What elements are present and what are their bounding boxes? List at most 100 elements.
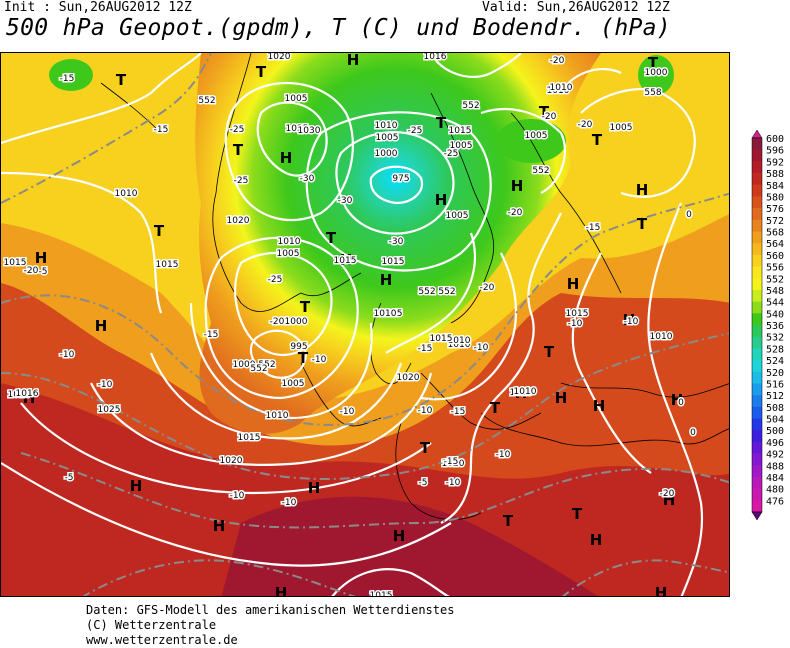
high-pressure-marker: H (23, 389, 36, 407)
legend-swatch (752, 219, 762, 232)
temperature-label: -25 (230, 125, 245, 135)
high-pressure-marker: H (347, 53, 360, 69)
isobar-label: 1010 (374, 309, 397, 319)
warm-region (1, 383, 729, 596)
high-pressure-marker: H (555, 389, 568, 407)
legend-label: 516 (766, 379, 784, 390)
isobar-label: 1010 (550, 83, 573, 93)
low-pressure-marker: T (233, 141, 244, 159)
isobar-label: 995 (290, 342, 307, 352)
legend-swatch (752, 231, 762, 244)
coastlines (100, 53, 729, 520)
temperature-label: -10 (418, 406, 433, 416)
legend-label: 584 (766, 181, 784, 192)
isobar-label: 975 (392, 174, 409, 184)
temperature-label: -15 (204, 330, 219, 340)
legend-swatch (752, 208, 762, 221)
isobar-label: 1020 (268, 53, 291, 62)
temperature-label: -10 (340, 407, 355, 417)
high-pressure-marker: H (35, 249, 48, 267)
isobar-label: 1005 (525, 131, 548, 141)
credits-source: Daten: GFS-Modell des amerikanischen Wet… (86, 603, 455, 617)
geopotential-contours (1, 53, 729, 596)
high-pressure-marker: H (636, 181, 649, 199)
isobar-label: 552 (532, 166, 549, 176)
high-pressure-marker: H (280, 149, 293, 167)
valid-time-label: Valid: Sun,26AUG2012 12Z (482, 0, 670, 15)
temperature-label: -30 (300, 174, 315, 184)
legend-label: 524 (766, 356, 784, 367)
legend-swatch (752, 476, 762, 489)
temperature-label: -15 (60, 74, 75, 84)
isobar-label: 1020 (397, 373, 420, 383)
temperature-label: 0 (690, 428, 696, 438)
color-legend: 600 596 592 588 584 580 576 572 568 564 560 556 552 5… (751, 129, 788, 521)
high-pressure-marker: H (593, 397, 606, 415)
legend-label: 520 (766, 368, 784, 379)
isobar-label: 1015 (238, 433, 261, 443)
legend-label: 560 (766, 251, 784, 262)
low-pressure-marker: T (300, 298, 311, 316)
chart-title: 500 hPa Geopot.(gpdm), T (C) und Bodendr… (6, 15, 671, 41)
temperature-label: -25 (408, 126, 423, 136)
legend-swatch (752, 278, 762, 291)
isobar-label: 1010 (448, 336, 471, 346)
legend-label: 500 (766, 426, 784, 437)
legend-swatch (752, 243, 762, 256)
legend-swatch (752, 488, 762, 501)
temperature-label: -15 (451, 407, 466, 417)
isobar-label: 1015 (430, 334, 453, 344)
legend-colorbar: 6005965925885845805765725685645605565525… (751, 129, 784, 521)
isobar-label: 1005 (446, 211, 469, 221)
temperature-label: -10 (230, 491, 245, 501)
legend-label: 580 (766, 192, 784, 203)
legend-label: 532 (766, 333, 784, 344)
legend-label: 496 (766, 438, 784, 449)
low-pressure-marker: T (539, 103, 550, 121)
isobar-label: 1015 (156, 260, 179, 270)
temperature-label: 0 (686, 210, 692, 220)
isobar-label: 552 (250, 364, 267, 374)
temperature-label: -10 (60, 350, 75, 360)
temperature-label: -10 (98, 380, 113, 390)
temperature-label: -15 (154, 125, 169, 135)
temperature-label: -30 (338, 196, 353, 206)
legend-label: 548 (766, 286, 784, 297)
legend-label: 572 (766, 216, 784, 227)
legend-label: 544 (766, 298, 784, 309)
isobar-label: 1016 (424, 53, 447, 62)
isobar-label: 1000 (645, 68, 668, 78)
low-pressure-marker: T (116, 71, 127, 89)
legend-swatch (752, 196, 762, 209)
legend-top-arrow (751, 129, 763, 139)
legend-label: 540 (766, 309, 784, 320)
legend-label: 568 (766, 228, 784, 239)
high-pressure-marker: H (393, 527, 406, 545)
high-pressure-marker: H (590, 531, 603, 549)
legend-label: 528 (766, 344, 784, 355)
legend-swatch (752, 301, 762, 314)
low-pressure-marker: T (490, 399, 501, 417)
temperature-label: -10 (282, 498, 297, 508)
temperature-label: -25 (234, 176, 249, 186)
low-pressure-marker: T (298, 349, 309, 367)
legend-label: 536 (766, 321, 784, 332)
temperature-label: -20 (24, 266, 39, 276)
high-pressure-marker: H (340, 251, 353, 269)
legend-swatch (752, 441, 762, 454)
legend-bottom-arrow (751, 511, 763, 521)
isobar-label: 1010 (448, 340, 471, 350)
legend-frame (751, 137, 763, 513)
credits-website[interactable]: www.wetterzentrale.de (86, 633, 238, 647)
temperature-label: -10 (474, 343, 489, 353)
isobar-label: 1005 (610, 123, 633, 133)
legend-swatch (752, 173, 762, 186)
legend-label: 476 (766, 496, 784, 507)
isobar-label: 1000 (285, 317, 308, 327)
temperature-label: -20 (270, 317, 285, 327)
temperature-label: -25 (268, 275, 283, 285)
isobar-label: 1015 (380, 309, 403, 319)
legend-label: 504 (766, 415, 784, 426)
low-pressure-marker: T (572, 505, 583, 523)
